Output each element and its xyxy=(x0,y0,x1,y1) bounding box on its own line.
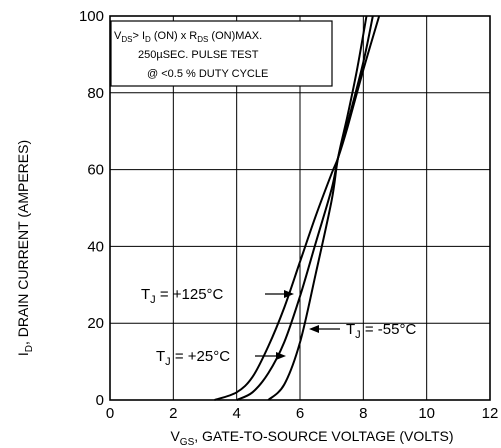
label-tj-125: TJ = +125°C xyxy=(141,286,224,306)
y-tick-label: 20 xyxy=(87,315,104,332)
arrow-tj-125-head xyxy=(284,290,294,298)
y-tick-label: 60 xyxy=(87,162,104,179)
arrow-tj-minus55-head xyxy=(309,325,319,333)
x-tick-label: 12 xyxy=(482,405,499,422)
arrow-tj-25-head xyxy=(276,352,286,360)
x-axis-label: VGS, GATE-TO-SOURCE VOLTAGE (VOLTS) xyxy=(170,428,453,448)
x-tick-label: 4 xyxy=(232,405,240,422)
x-tick-label: 0 xyxy=(106,405,114,422)
plot-frame xyxy=(109,15,491,401)
x-tick-label: 10 xyxy=(418,405,435,422)
x-tick-label: 2 xyxy=(169,405,177,422)
y-tick-label: 0 xyxy=(96,392,104,409)
conditions-line-2: 250µSEC. PULSE TEST xyxy=(138,49,259,61)
x-tick-label: 8 xyxy=(359,405,367,422)
label-tj-minus55: TJ = -55°C xyxy=(346,321,416,341)
conditions-line-3: @ <0.5 % DUTY CYCLE xyxy=(147,68,268,80)
x-tick-label: 6 xyxy=(296,405,304,422)
series-layer xyxy=(214,15,381,401)
annotations: TJ = +125°C TJ = +25°C TJ = -55°C xyxy=(141,286,416,368)
curve-tj-125 xyxy=(214,15,381,401)
y-tick-label: 80 xyxy=(87,85,104,102)
plot-border xyxy=(109,15,491,401)
y-tick-label: 100 xyxy=(79,8,104,25)
conditions-box: VDS> ID (ON) x RDS (ON)MAX. 250µSEC. PUL… xyxy=(110,20,333,87)
label-tj-25: TJ = +25°C xyxy=(156,348,230,368)
conditions-line-1: VDS> ID (ON) x RDS (ON)MAX. xyxy=(114,30,262,44)
curve-tj-25 xyxy=(236,15,374,401)
y-tick-label: 40 xyxy=(87,238,104,255)
y-axis-label: ID, DRAIN CURRENT (AMPERES) xyxy=(15,140,35,356)
curve-tj-minus55 xyxy=(267,15,368,401)
tick-labels: 0 2 4 6 8 10 12 0 20 40 60 80 100 xyxy=(79,8,498,422)
